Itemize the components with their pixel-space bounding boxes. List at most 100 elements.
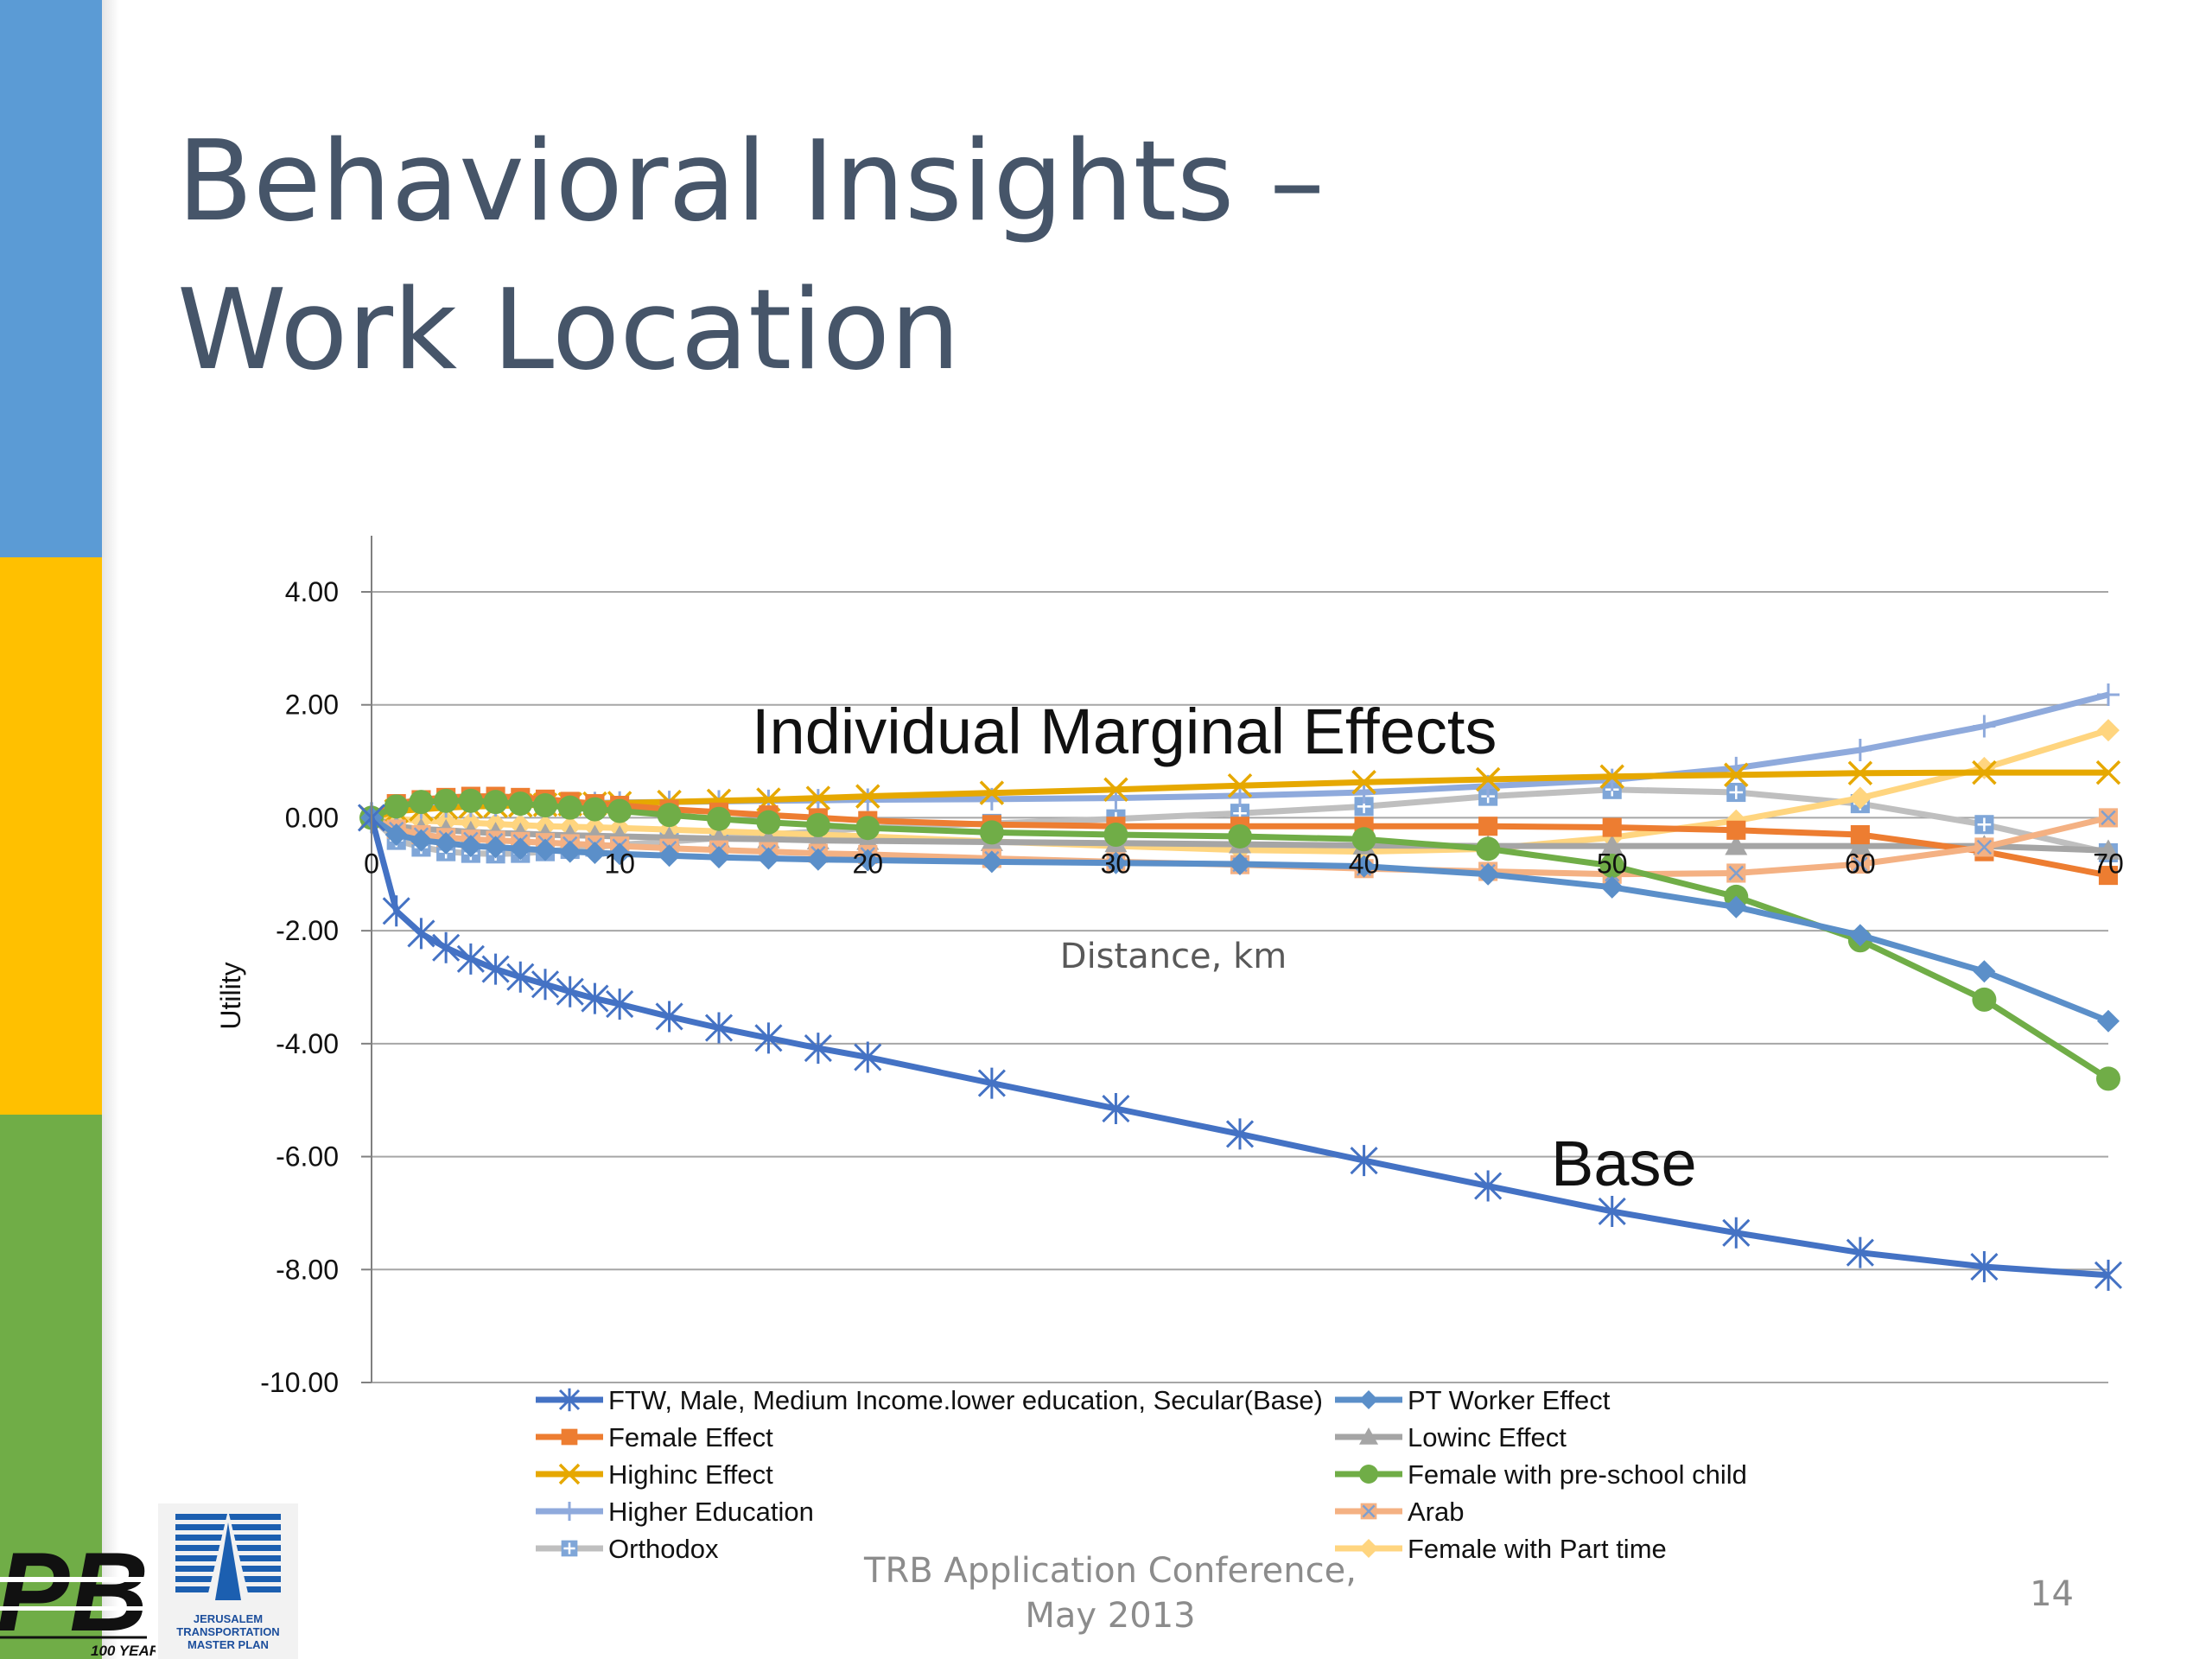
data-point xyxy=(757,847,780,870)
data-point xyxy=(410,829,433,852)
data-point xyxy=(435,831,458,855)
y-tick-label: -4.00 xyxy=(276,1028,339,1059)
data-point xyxy=(533,793,557,818)
x-tick-label: 60 xyxy=(1845,848,1876,879)
data-point xyxy=(1722,1217,1751,1249)
data-point xyxy=(980,850,1003,874)
chart-series xyxy=(357,683,2123,1291)
jerusalem-transportation-master-plan-logo: JERUSALEM TRANSPORTATION MASTER PLAN xyxy=(158,1503,298,1659)
data-point xyxy=(1229,853,1251,876)
data-point xyxy=(531,969,560,1001)
legend-label: Female with pre-school child xyxy=(1408,1459,1747,1490)
annotation-individual-marginal-effects: Individual Marginal Effects xyxy=(752,696,1497,767)
pb-logo: PB 100 YEARS xyxy=(0,1534,156,1659)
legend-label: Orthodox xyxy=(608,1534,719,1564)
data-point xyxy=(1359,1465,1378,1484)
data-point xyxy=(658,844,681,868)
data-point xyxy=(1475,766,1501,792)
legend-label: FTW, Male, Medium Income.lower education… xyxy=(608,1385,1323,1415)
data-point xyxy=(2098,808,2119,828)
data-point xyxy=(1600,768,1624,791)
data-point xyxy=(979,780,1005,805)
slide-title-line1: Behavioral Insights – xyxy=(177,118,1325,246)
data-point xyxy=(560,1502,579,1521)
y-tick-label: -6.00 xyxy=(276,1141,339,1173)
x-tick-label: 70 xyxy=(2093,848,2124,879)
legend-item: FTW, Male, Medium Income.lower education… xyxy=(536,1385,1323,1415)
data-point xyxy=(1598,1195,1626,1227)
series-line xyxy=(368,817,2109,1279)
x-tick-label: 20 xyxy=(852,848,883,879)
data-point xyxy=(384,794,409,819)
footer-line1: TRB Application Conference, xyxy=(864,1551,1357,1591)
data-point xyxy=(1973,960,1996,983)
data-point xyxy=(1477,862,1500,886)
data-point xyxy=(1974,837,1994,857)
data-point xyxy=(1359,1539,1378,1558)
data-point xyxy=(1850,854,1870,874)
data-point xyxy=(1352,855,1376,878)
data-point xyxy=(1847,760,1873,786)
legend-item: PT Worker Effect xyxy=(1335,1385,1611,1415)
data-point xyxy=(481,953,510,985)
data-point xyxy=(708,846,730,869)
data-point xyxy=(1600,875,1624,899)
data-point xyxy=(1103,777,1128,802)
data-point xyxy=(655,1001,683,1033)
y-tick-label: -8.00 xyxy=(276,1254,339,1285)
legend-label: Lowinc Effect xyxy=(1408,1422,1567,1452)
page-number: 14 xyxy=(2030,1574,2074,1614)
data-point xyxy=(2098,866,2119,886)
data-point xyxy=(606,988,634,1020)
data-point xyxy=(977,1067,1006,1099)
data-point xyxy=(1972,760,1997,785)
data-point xyxy=(1359,1390,1378,1409)
legend-label: Highinc Effect xyxy=(608,1459,773,1490)
data-point xyxy=(2097,683,2120,706)
legend-item: Highinc Effect xyxy=(536,1459,773,1490)
data-point xyxy=(407,918,435,950)
x-tick-label: 0 xyxy=(364,848,379,879)
data-point xyxy=(382,895,410,927)
data-point xyxy=(1599,853,1624,878)
data-point xyxy=(1225,1118,1255,1150)
data-point xyxy=(534,838,556,861)
data-point xyxy=(1726,782,1746,803)
data-point xyxy=(561,1428,578,1446)
data-point xyxy=(856,788,880,811)
chart-labels: 4.00 2.00 0.00 -2.00 -4.00 -6.00 -8.00 -10.00 0 1… xyxy=(215,576,2124,1398)
pb-logo-subtext: 100 YEARS xyxy=(91,1643,156,1659)
data-point xyxy=(483,790,508,815)
data-point xyxy=(855,816,880,841)
data-point xyxy=(409,790,434,815)
data-point xyxy=(1228,823,1252,849)
data-point xyxy=(1600,835,1624,855)
data-point xyxy=(1478,817,1498,836)
data-point xyxy=(583,841,607,864)
data-point xyxy=(707,806,731,831)
data-point xyxy=(456,943,485,975)
data-point xyxy=(854,1041,882,1073)
data-point xyxy=(385,823,408,847)
x-tick-label: 50 xyxy=(1597,848,1628,879)
data-point xyxy=(557,795,582,820)
data-point xyxy=(804,1033,832,1065)
data-point xyxy=(856,849,880,872)
data-point xyxy=(1724,762,1749,787)
legend-item: Lowinc Effect xyxy=(1335,1422,1567,1452)
data-point xyxy=(2095,760,2121,785)
data-point xyxy=(1476,836,1501,861)
data-point xyxy=(1104,851,1128,874)
x-tick-label: 30 xyxy=(1101,848,1132,879)
data-point xyxy=(556,976,584,1007)
data-point xyxy=(558,1463,581,1485)
data-point xyxy=(509,837,532,861)
data-point xyxy=(1848,835,1872,855)
data-point xyxy=(1599,764,1624,789)
legend-item: Female with pre-school child xyxy=(1335,1459,1747,1490)
legend-item: Orthodox xyxy=(536,1534,719,1564)
data-point xyxy=(508,791,533,817)
data-point xyxy=(1474,1170,1503,1202)
legend-label: Higher Education xyxy=(608,1497,814,1527)
